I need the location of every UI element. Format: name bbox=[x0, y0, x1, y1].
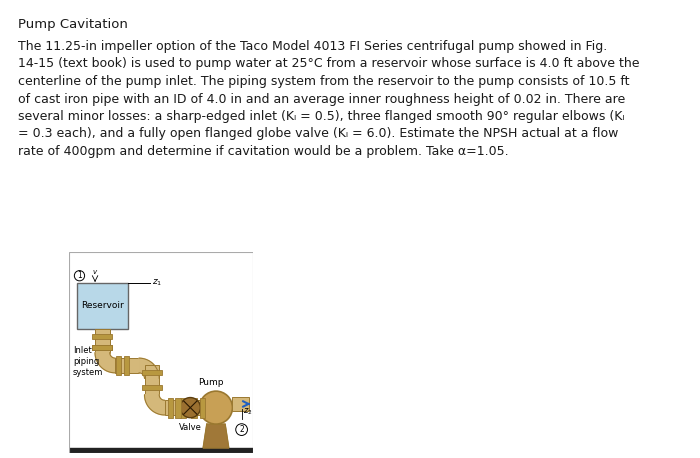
Bar bbox=[92, 344, 112, 350]
Bar bbox=[69, 448, 253, 453]
Text: Valve: Valve bbox=[179, 423, 202, 432]
Bar bbox=[116, 355, 121, 376]
Text: Inlet
piping
system: Inlet piping system bbox=[73, 346, 104, 377]
Bar bbox=[191, 398, 197, 418]
Text: $z_1$: $z_1$ bbox=[152, 278, 162, 288]
Text: $z_2$: $z_2$ bbox=[244, 407, 253, 417]
Circle shape bbox=[180, 398, 200, 418]
Text: Reservoir: Reservoir bbox=[81, 301, 124, 311]
Bar bbox=[167, 398, 173, 418]
Text: v: v bbox=[93, 269, 97, 275]
Polygon shape bbox=[95, 353, 116, 373]
Polygon shape bbox=[203, 424, 229, 448]
Bar bbox=[92, 344, 112, 350]
Text: 2: 2 bbox=[239, 425, 244, 434]
Bar bbox=[142, 385, 162, 390]
Bar bbox=[116, 358, 139, 373]
Bar bbox=[92, 333, 112, 339]
Polygon shape bbox=[144, 395, 164, 415]
Circle shape bbox=[199, 391, 232, 424]
Text: The 11.25-in impeller option of the Taco Model 4013 FI Series centrifugal pump s: The 11.25-in impeller option of the Taco… bbox=[18, 40, 640, 158]
Bar bbox=[144, 365, 159, 395]
Bar bbox=[181, 398, 186, 418]
Bar bbox=[124, 355, 129, 376]
Bar bbox=[142, 370, 162, 376]
Text: Pump: Pump bbox=[197, 378, 223, 387]
Bar bbox=[95, 329, 110, 353]
Bar bbox=[176, 398, 181, 418]
Bar bbox=[164, 400, 202, 415]
Bar bbox=[200, 398, 205, 418]
Text: 1: 1 bbox=[77, 271, 82, 280]
Text: Pump Cavitation: Pump Cavitation bbox=[18, 18, 128, 31]
Bar bbox=[232, 398, 249, 410]
Polygon shape bbox=[139, 358, 159, 378]
Bar bbox=[77, 283, 128, 329]
